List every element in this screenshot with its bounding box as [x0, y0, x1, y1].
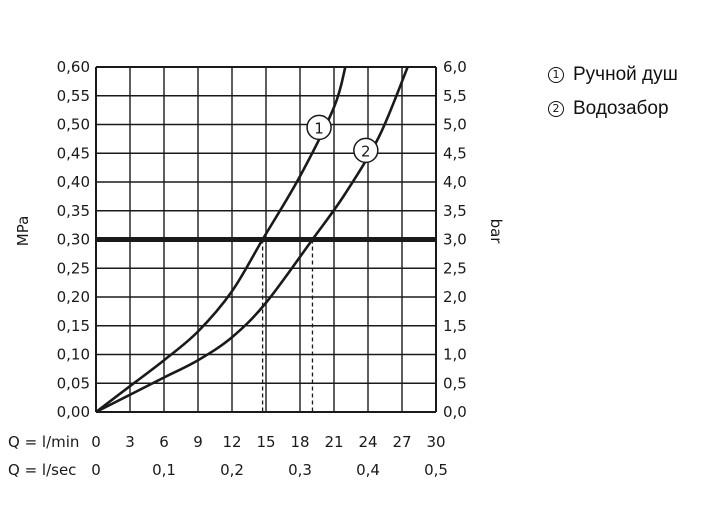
y-left-tick-label: 0,55	[57, 87, 90, 105]
x-tick-label-lsec: 0,4	[356, 461, 380, 479]
x-tick-label-lsec: 0	[91, 461, 101, 479]
y-right-tick-label: 1,0	[443, 346, 467, 364]
y-left-tick-label: 0,35	[57, 202, 90, 220]
y-left-tick-label: 0,30	[57, 231, 90, 249]
y-right-tick-label: 4,5	[443, 144, 467, 162]
x-tick-label-lmin: 24	[358, 433, 377, 451]
y-right-tick-label: 0,0	[443, 403, 467, 421]
x-tick-label-lsec: 0,3	[288, 461, 312, 479]
y-left-tick-label: 0,20	[57, 288, 90, 306]
ticks: 0,000,050,100,150,200,250,300,350,400,45…	[57, 58, 467, 479]
legend-marker-2: 2	[548, 101, 564, 117]
x-tick-label-lmin: 12	[222, 433, 241, 451]
curves: 12	[95, 66, 436, 414]
series-marker-circle-2	[353, 137, 379, 164]
y-right-tick-label: 2,5	[443, 259, 467, 277]
x-tick-label-lsec: 0,5	[424, 461, 448, 479]
x-tick-label-lmin: 27	[392, 433, 411, 451]
legend-label-1: Ручной душ	[573, 64, 678, 85]
y-left-tick-label: 0,25	[57, 259, 90, 277]
y-left-tick-label: 0,40	[57, 173, 90, 191]
legend-label-2: Водозабор	[573, 98, 669, 119]
series-marker-label-1: 1	[314, 119, 324, 137]
y-left-axis-label: MPa	[14, 216, 32, 247]
legend-item-2: 2 Водозабор	[548, 98, 669, 120]
y-right-tick-label: 3,0	[443, 231, 467, 249]
y-right-tick-label: 6,0	[443, 58, 467, 76]
y-right-tick-label: 1,5	[443, 317, 467, 335]
y-left-tick-label: 0,45	[57, 144, 90, 162]
x-tick-label-lmin: 0	[91, 433, 101, 451]
x-tick-label-lmin: 6	[159, 433, 169, 451]
y-left-tick-label: 0,50	[57, 116, 90, 134]
x-tick-label-lsec: 0,1	[152, 461, 176, 479]
series-marker-circle-1	[306, 114, 332, 141]
y-right-tick-label: 2,0	[443, 288, 467, 306]
y-left-tick-label: 0,60	[57, 58, 90, 76]
x-tick-label-lmin: 15	[256, 433, 275, 451]
x-tick-label-lmin: 9	[193, 433, 203, 451]
y-left-tick-label: 0,10	[57, 346, 90, 364]
y-right-axis-label: bar	[487, 219, 505, 245]
y-right-tick-label: 0,5	[443, 374, 467, 392]
y-right-tick-label: 3,5	[443, 202, 467, 220]
y-left-tick-label: 0,15	[57, 317, 90, 335]
y-right-tick-label: 5,0	[443, 116, 467, 134]
y-right-tick-label: 5,5	[443, 87, 467, 105]
y-left-tick-label: 0,00	[57, 403, 90, 421]
legend-marker-1: 1	[548, 67, 564, 83]
x-tick-label-lmin: 18	[290, 433, 309, 451]
x-tick-label-lmin: 21	[324, 433, 343, 451]
series-marker-label-2: 2	[361, 142, 371, 160]
x-axis-lsec-label: Q = l/sec	[8, 461, 76, 479]
x-tick-label-lmin: 3	[125, 433, 135, 451]
x-axis-lmin-label: Q = l/min	[8, 433, 79, 451]
x-tick-label-lsec: 0,2	[220, 461, 244, 479]
legend-item-1: 1 Ручной душ	[548, 64, 678, 86]
x-tick-label-lmin: 30	[426, 433, 445, 451]
y-left-tick-label: 0,05	[57, 374, 90, 392]
y-right-tick-label: 4,0	[443, 173, 467, 191]
